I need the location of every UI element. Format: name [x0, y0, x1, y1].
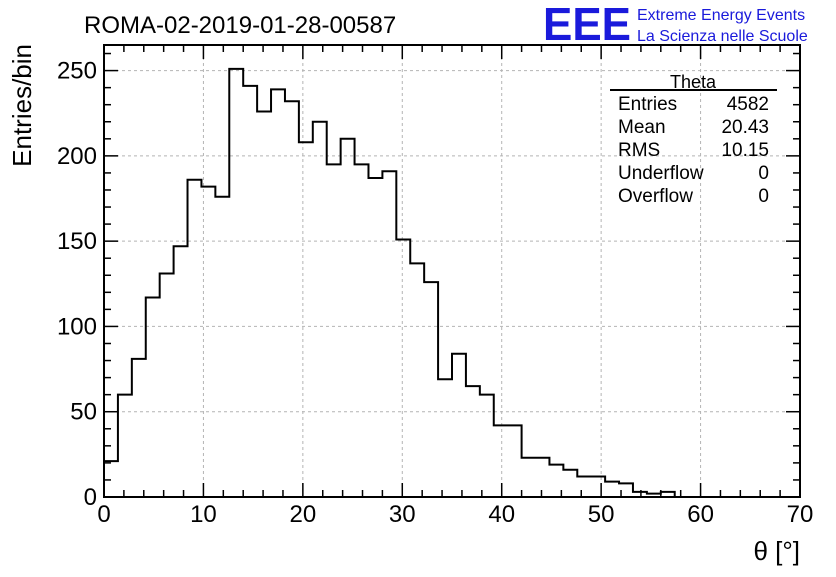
chart-title: ROMA-02-2019-01-28-00587	[84, 12, 396, 39]
histogram-bin	[188, 180, 202, 497]
stats-value-underflow: 0	[758, 163, 769, 184]
histogram-bin	[452, 354, 466, 497]
stats-value-overflow: 0	[758, 186, 769, 207]
y-tick-label: 250	[57, 58, 97, 85]
histogram-outline	[103, 67, 800, 498]
histogram-bin	[591, 477, 605, 497]
y-axis-label: Entries/bin	[7, 44, 37, 167]
histogram-bin	[522, 458, 536, 497]
histogram-bin	[563, 470, 577, 497]
stats-label-entries: Entries	[618, 94, 677, 115]
stats-label-underflow: Underflow	[618, 163, 704, 184]
histogram-bin	[382, 171, 396, 497]
histogram-bin	[285, 101, 299, 497]
histogram-bin	[215, 197, 229, 497]
grid-lines	[104, 45, 800, 497]
y-tick-label: 100	[57, 313, 97, 340]
eee-logo: EEE Extreme Energy Events La Scienza nel…	[543, 0, 808, 50]
stats-box-title: Theta	[670, 72, 717, 92]
x-axis-label: θ [°]	[753, 536, 800, 566]
histogram-bin	[174, 246, 188, 497]
histogram-bin	[313, 122, 327, 497]
stats-label-overflow: Overflow	[618, 186, 693, 207]
x-tick-label: 30	[389, 501, 416, 528]
histogram-bin	[494, 425, 508, 497]
stats-value-mean: 20.43	[721, 117, 769, 138]
histogram-bin	[299, 142, 313, 497]
histogram-bin	[410, 263, 424, 497]
histogram-bin	[480, 395, 494, 497]
histogram-bin	[424, 282, 438, 497]
y-tick-label: 0	[84, 484, 97, 511]
histogram-bin	[355, 164, 369, 497]
histogram-bin	[257, 112, 271, 497]
stats-box: Theta Entries 4582 Mean 20.43 RMS 10.15 …	[610, 72, 777, 207]
x-tick-label: 50	[588, 501, 615, 528]
logo-line-2: La Scienza nelle Scuole	[637, 28, 808, 45]
stats-value-rms: 10.15	[721, 140, 769, 161]
histogram-bin	[118, 395, 132, 497]
histogram-bin	[243, 86, 257, 497]
histogram-bin	[229, 69, 243, 497]
y-tick-label: 200	[57, 143, 97, 170]
histogram-bin	[605, 482, 619, 497]
x-tick-label: 70	[787, 501, 814, 528]
stats-label-mean: Mean	[618, 117, 666, 138]
histogram-bin	[201, 187, 215, 497]
plot-frame	[103, 44, 801, 498]
histogram-bin	[271, 89, 285, 497]
axis-ticks	[103, 45, 801, 498]
x-tick-label: 60	[687, 501, 714, 528]
histogram-bin	[104, 461, 118, 497]
stats-value-entries: 4582	[727, 94, 769, 115]
histogram-bin	[146, 297, 160, 497]
histogram-bin	[132, 359, 146, 497]
histogram-bin	[508, 425, 522, 497]
x-tick-label: 40	[488, 501, 515, 528]
histogram-bin	[536, 458, 550, 497]
y-tick-label: 150	[57, 228, 97, 255]
histogram-bin	[368, 178, 382, 497]
histogram-bin	[341, 139, 355, 497]
x-tick-label: 10	[190, 501, 217, 528]
histogram-bin	[438, 379, 452, 497]
plot-border	[103, 44, 801, 498]
histogram-bin	[466, 386, 480, 497]
y-tick-label: 50	[70, 399, 97, 426]
x-tick-label: 0	[97, 501, 110, 528]
histogram-bin	[396, 239, 410, 497]
histogram-bin	[160, 274, 174, 497]
histogram-bin	[327, 164, 341, 497]
stats-label-rms: RMS	[618, 140, 660, 161]
eee-logo-mark: EEE	[543, 0, 631, 50]
tick-labels: 0 10 20 30 40 50 60 70 0 50 100 150 200 250	[57, 58, 813, 528]
logo-line-1: Extreme Energy Events	[637, 7, 805, 24]
histogram-series	[103, 67, 800, 498]
x-tick-label: 20	[290, 501, 317, 528]
histogram-bin	[577, 477, 591, 497]
